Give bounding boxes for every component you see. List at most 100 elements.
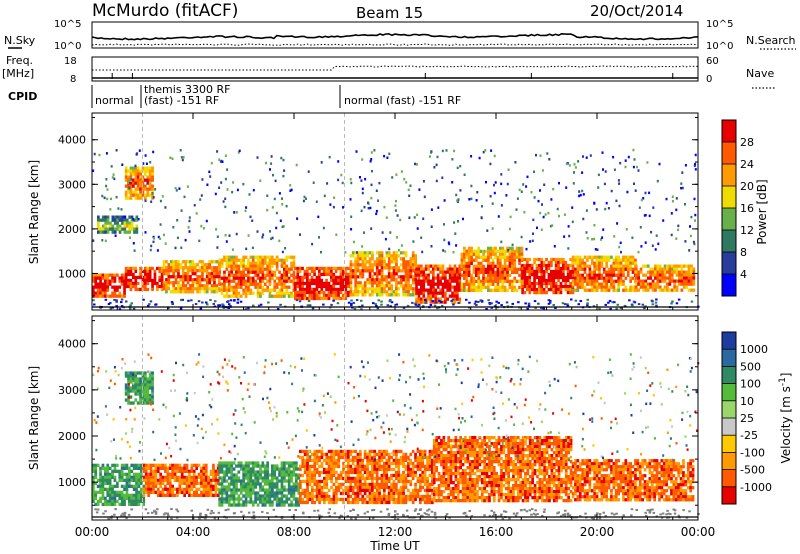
noise-right-tick-bottom: 10^0 — [706, 41, 733, 52]
data-cell — [232, 482, 236, 486]
data-cell — [404, 287, 408, 291]
data-cell — [489, 282, 493, 286]
data-cell — [399, 458, 403, 463]
data-cell — [327, 296, 331, 301]
data-cell — [256, 285, 260, 289]
data-cell — [467, 270, 471, 274]
data-cell — [328, 155, 331, 159]
data-cell — [306, 467, 309, 472]
data-cell — [196, 275, 199, 279]
data-cell — [646, 282, 650, 286]
data-cell — [290, 291, 293, 295]
data-cell — [366, 455, 369, 460]
data-cell — [354, 467, 357, 472]
data-cell — [539, 189, 541, 192]
data-cell — [164, 469, 167, 473]
data-cell — [451, 294, 454, 298]
data-cell — [663, 264, 667, 268]
data-cell — [494, 181, 497, 184]
data-cell — [668, 288, 672, 292]
data-cell — [420, 267, 423, 271]
data-cell — [332, 293, 336, 298]
data-cell — [113, 493, 117, 497]
data-cell — [179, 287, 183, 291]
data-cell — [268, 255, 272, 259]
data-cell — [505, 194, 508, 197]
data-cell — [104, 224, 107, 228]
data-cell — [692, 279, 696, 283]
data-cell — [278, 288, 281, 292]
data-cell — [460, 282, 464, 286]
data-cell — [148, 269, 152, 274]
data-cell — [184, 287, 187, 291]
data-cell — [535, 153, 537, 157]
data-cell — [134, 187, 138, 191]
data-cell — [624, 276, 628, 280]
data-cell — [590, 288, 594, 292]
data-cell — [458, 279, 462, 283]
data-cell — [351, 479, 355, 484]
data-cell — [373, 485, 377, 490]
data-cell — [521, 266, 524, 271]
data-cell — [104, 230, 107, 234]
data-cell — [101, 481, 105, 485]
data-cell — [378, 284, 381, 288]
data-cell — [93, 152, 96, 156]
data-cell — [104, 294, 107, 298]
data-cell — [330, 461, 333, 466]
data-cell — [387, 458, 391, 463]
data-cell — [499, 285, 502, 289]
data-cell — [628, 299, 631, 302]
data-cell — [576, 255, 580, 259]
data-cell — [571, 220, 574, 224]
data-cell — [202, 481, 206, 485]
data-cell — [123, 273, 126, 277]
data-cell — [521, 263, 524, 268]
data-cell — [613, 168, 616, 171]
data-cell — [354, 464, 357, 469]
data-cell — [602, 267, 606, 271]
data-cell — [242, 182, 245, 186]
data-cell — [213, 272, 216, 276]
data-cell — [626, 267, 630, 271]
data-cell — [306, 497, 309, 502]
data-cell — [332, 275, 336, 280]
data-cell — [270, 155, 273, 158]
data-cell — [675, 270, 679, 274]
data-cell — [518, 252, 521, 256]
data-cell — [451, 181, 454, 184]
data-cell — [395, 284, 398, 288]
data-cell — [165, 260, 168, 264]
data-cell — [318, 485, 321, 490]
data-cell — [220, 461, 224, 465]
data-cell — [443, 199, 446, 202]
data-cell — [152, 472, 155, 476]
data-cell — [373, 287, 377, 291]
data-cell — [612, 267, 616, 271]
data-cell — [626, 264, 630, 268]
freq-unit-label: [MHz] — [2, 67, 34, 80]
data-cell — [407, 272, 410, 276]
data-cell — [349, 464, 353, 469]
data-cell — [477, 264, 481, 268]
data-cell — [511, 249, 514, 253]
data-cell — [295, 464, 298, 468]
data-cell — [528, 257, 532, 262]
colorbar-segment — [722, 208, 736, 231]
data-cell — [392, 278, 396, 282]
data-cell — [271, 288, 274, 292]
data-cell — [177, 266, 180, 270]
data-cell — [354, 284, 357, 288]
data-cell — [261, 270, 265, 274]
data-cell — [123, 221, 127, 225]
data-cell — [429, 291, 433, 295]
data-cell — [581, 267, 584, 271]
data-cell — [378, 500, 381, 505]
data-cell — [303, 470, 307, 475]
data-cell — [375, 278, 379, 282]
data-cell — [327, 467, 331, 472]
data-cell — [93, 303, 96, 306]
data-cell — [487, 249, 490, 253]
data-cell — [166, 478, 170, 482]
data-cell — [480, 216, 483, 219]
